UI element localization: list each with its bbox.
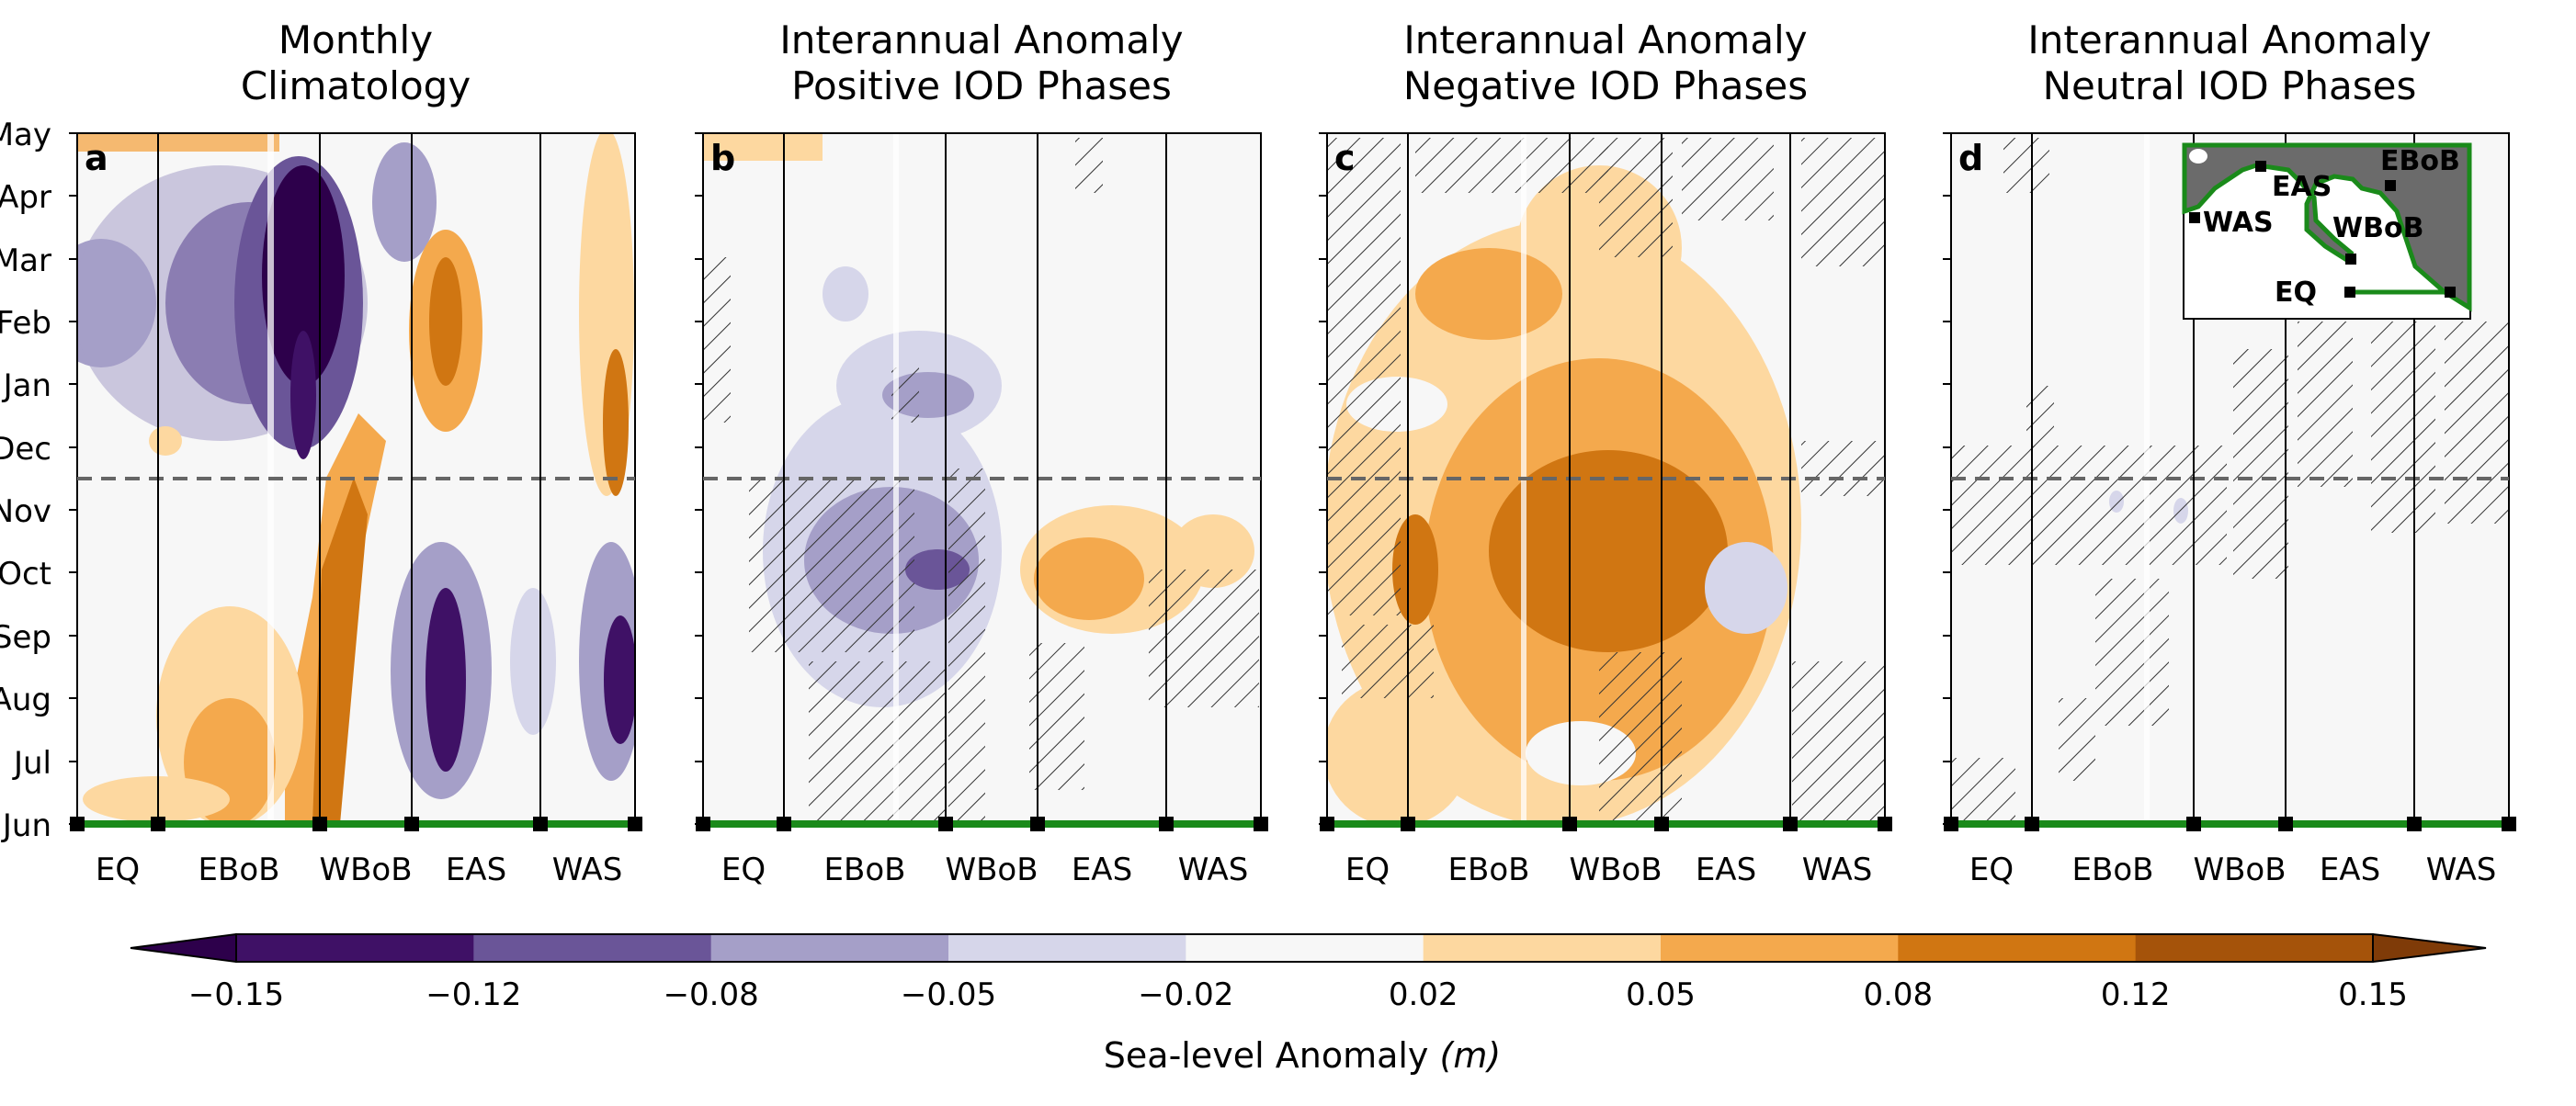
panel-b-y-ticks	[695, 132, 703, 825]
panel-c-letter: c	[1334, 138, 1356, 178]
panel-a-x-ticks: EQ EBoB WBoB EAS WAS	[96, 852, 622, 888]
colorbar-tick-label: 0.15	[2338, 976, 2408, 1013]
x-tick-label: EQ	[1345, 852, 1390, 888]
x-tick-label: EAS	[446, 852, 506, 888]
colorbar-segment	[948, 934, 1186, 962]
x-tick-label: WAS	[1802, 852, 1873, 888]
x-tick-label: WAS	[2426, 852, 2497, 888]
inset-label-ebob: EBoB	[2380, 145, 2460, 177]
colorbar-segment	[1186, 934, 1424, 962]
x-tick-label: EQ	[96, 852, 140, 888]
colorbar-segment	[710, 934, 949, 962]
panel-d-x-ticks: EQ EBoB WBoB EAS WAS	[1969, 852, 2496, 888]
x-tick-label: EAS	[1072, 852, 1132, 888]
x-tick-label: EQ	[1969, 852, 2014, 888]
colorbar-segment	[1423, 934, 1662, 962]
colorbar: −0.15 −0.12 −0.08 −0.05 −0.02 0.02 0.05 0.08 0.1…	[130, 932, 2487, 1076]
panel-a-heatmap	[77, 133, 635, 824]
panel-a-title-line2: Climatology	[241, 63, 471, 108]
panel-b: Interannual Anomaly Positive IOD Phases	[695, 17, 1268, 888]
panel-a-y-ticks: Jun Jul Aug Sep Oct Nov Dec Jan Feb Mar …	[0, 117, 77, 844]
colorbar-tick-label: −0.15	[188, 976, 284, 1013]
colorbar-ticks: −0.15 −0.12 −0.08 −0.05 −0.02 0.02 0.05 0.08 0.1…	[188, 976, 2408, 1013]
y-tick-label: Apr	[0, 179, 51, 216]
colorbar-boxes	[130, 932, 2487, 964]
colorbar-segment	[2135, 934, 2374, 962]
panel-c: Interannual Anomaly Negative IOD Phases	[1319, 17, 1892, 888]
inset-label-eas: EAS	[2272, 171, 2332, 203]
x-tick-label: WBoB	[319, 852, 412, 888]
y-tick-label: Mar	[0, 243, 51, 279]
x-tick-label: EBoB	[824, 852, 906, 888]
x-tick-label: EBoB	[199, 852, 280, 888]
panel-d-title-line2: Neutral IOD Phases	[2043, 63, 2417, 108]
colorbar-extend-max	[2372, 932, 2487, 964]
colorbar-segment	[236, 934, 474, 962]
panel-d-letter: d	[1958, 138, 1983, 178]
x-tick-label: WBoB	[1569, 852, 1662, 888]
colorbar-tick-label: −0.02	[1138, 976, 1233, 1013]
panel-b-x-ticks: EQ EBoB WBoB EAS WAS	[721, 852, 1248, 888]
x-tick-label: EAS	[1696, 852, 1756, 888]
panel-a: Monthly Climatology	[0, 17, 642, 888]
panel-d-y-ticks	[1943, 132, 1951, 825]
y-tick-label: Oct	[0, 556, 51, 592]
y-tick-label: Jul	[12, 745, 51, 782]
colorbar-tick-label: 0.02	[1389, 976, 1458, 1013]
x-tick-label: EBoB	[1448, 852, 1530, 888]
colorbar-segment	[1898, 934, 2137, 962]
panel-b-letter: b	[710, 138, 735, 178]
x-tick-label: EBoB	[2072, 852, 2154, 888]
colorbar-tick-label: 0.05	[1626, 976, 1696, 1013]
inset-label-was: WAS	[2203, 207, 2274, 239]
inset-label-eq: EQ	[2275, 276, 2317, 309]
panel-b-title-line2: Positive IOD Phases	[791, 63, 1172, 108]
panel-b-title-line1: Interannual Anomaly	[779, 17, 1183, 62]
y-tick-label: Sep	[0, 619, 51, 656]
panel-c-title-line2: Negative IOD Phases	[1403, 63, 1808, 108]
colorbar-label: Sea-level Anomaly (m)	[1104, 1035, 1501, 1076]
y-tick-label: Aug	[0, 682, 51, 718]
panel-d-title-line1: Interannual Anomaly	[2027, 17, 2431, 62]
x-tick-label: WBoB	[2193, 852, 2286, 888]
panel-c-x-ticks: EQ EBoB WBoB EAS WAS	[1345, 852, 1872, 888]
x-tick-label: EAS	[2320, 852, 2380, 888]
x-tick-label: WBoB	[945, 852, 1038, 888]
colorbar-tick-label: 0.12	[2101, 976, 2171, 1013]
inset-map: EBoB EAS WBoB WAS EQ	[2182, 142, 2472, 320]
y-tick-label: Feb	[0, 305, 51, 342]
colorbar-tick-label: 0.08	[1863, 976, 1933, 1013]
panel-a-title-line1: Monthly	[278, 17, 433, 62]
x-tick-label: WAS	[552, 852, 623, 888]
colorbar-tick-label: −0.05	[901, 976, 996, 1013]
colorbar-extend-min	[130, 932, 237, 964]
colorbar-segment	[473, 934, 712, 962]
x-tick-label: EQ	[721, 852, 766, 888]
colorbar-tick-label: −0.12	[426, 976, 521, 1013]
panel-c-y-ticks	[1319, 132, 1327, 825]
inset-land	[2182, 142, 2472, 312]
colorbar-outline	[235, 933, 2374, 963]
panel-c-title-line1: Interannual Anomaly	[1403, 17, 1807, 62]
colorbar-segment	[1661, 934, 1899, 962]
colorbar-tick-label: −0.08	[664, 976, 759, 1013]
y-tick-label: Nov	[0, 493, 51, 530]
colorbar-label-text: Sea-level Anomaly	[1104, 1035, 1429, 1076]
panel-d: Interannual Anomaly Neutral IOD Phases	[1943, 17, 2516, 888]
inset-label-wbob: WBoB	[2332, 212, 2423, 244]
y-tick-label: Jan	[2, 367, 51, 404]
y-tick-label: May	[0, 117, 51, 153]
y-tick-label: Jun	[1, 807, 51, 844]
colorbar-label-unit: (m)	[1440, 1035, 1502, 1076]
x-tick-label: WAS	[1178, 852, 1249, 888]
panel-a-letter: a	[85, 138, 108, 178]
y-tick-label: Dec	[0, 431, 51, 468]
